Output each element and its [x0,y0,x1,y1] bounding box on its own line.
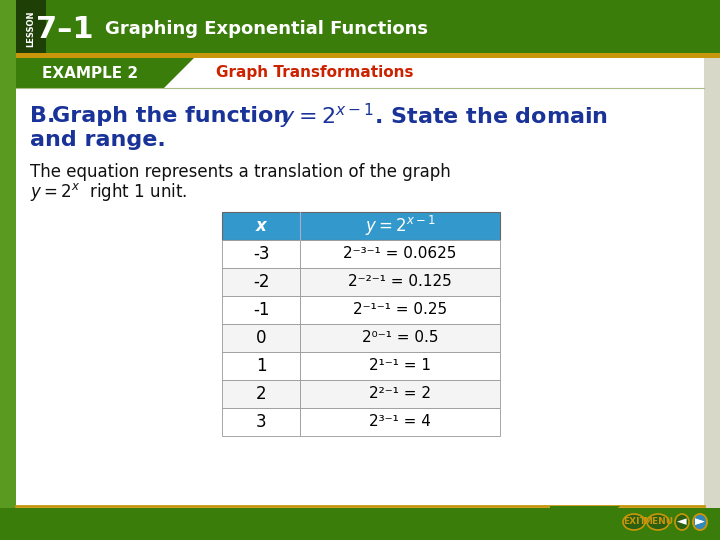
Ellipse shape [647,514,669,530]
FancyBboxPatch shape [16,0,46,58]
Ellipse shape [693,514,707,530]
Ellipse shape [693,514,707,530]
FancyBboxPatch shape [222,380,300,408]
Text: B.: B. [30,106,55,126]
FancyBboxPatch shape [0,0,16,540]
Text: 7–1: 7–1 [36,15,94,44]
Text: EXIT: EXIT [623,517,645,526]
Text: -2: -2 [253,273,269,291]
Text: MENU: MENU [643,517,673,526]
Text: $y = 2^{x-1}$: $y = 2^{x-1}$ [364,214,436,238]
Text: $y = 2^x$  right 1 unit.: $y = 2^x$ right 1 unit. [30,181,187,203]
Text: LESSON: LESSON [27,11,35,47]
FancyBboxPatch shape [300,240,500,268]
Text: EXAMPLE 2: EXAMPLE 2 [42,65,138,80]
Text: Graph Transformations: Graph Transformations [216,65,413,80]
Text: x: x [256,217,266,235]
FancyBboxPatch shape [300,408,500,436]
Text: and range.: and range. [30,130,166,150]
Text: The equation represents a translation of the graph: The equation represents a translation of… [30,163,451,181]
FancyBboxPatch shape [222,268,300,296]
Text: 1: 1 [256,357,266,375]
Text: 3: 3 [256,413,266,431]
Text: 2³⁻¹ = 4: 2³⁻¹ = 4 [369,415,431,429]
Text: ◄: ◄ [678,516,687,529]
FancyBboxPatch shape [0,508,720,540]
FancyBboxPatch shape [300,352,500,380]
Ellipse shape [623,514,645,530]
FancyBboxPatch shape [300,268,500,296]
Text: 2²⁻¹ = 2: 2²⁻¹ = 2 [369,387,431,402]
Text: ►: ► [696,516,705,529]
FancyBboxPatch shape [222,212,500,240]
Ellipse shape [675,514,689,530]
FancyBboxPatch shape [300,380,500,408]
Text: 2⁻³⁻¹ = 0.0625: 2⁻³⁻¹ = 0.0625 [343,246,456,261]
Text: $y = 2^{x-1}$. State the domain: $y = 2^{x-1}$. State the domain [280,102,608,131]
FancyBboxPatch shape [300,296,500,324]
FancyBboxPatch shape [16,58,164,88]
FancyBboxPatch shape [16,58,704,508]
FancyBboxPatch shape [16,0,720,58]
Text: 2: 2 [256,385,266,403]
Text: 2¹⁻¹ = 1: 2¹⁻¹ = 1 [369,359,431,374]
FancyBboxPatch shape [222,240,300,268]
Text: -3: -3 [253,245,269,263]
FancyBboxPatch shape [222,352,300,380]
Text: 0: 0 [256,329,266,347]
Text: -1: -1 [253,301,269,319]
FancyBboxPatch shape [16,53,720,58]
FancyBboxPatch shape [222,408,300,436]
Polygon shape [164,58,194,88]
Text: ►: ► [696,516,705,529]
FancyBboxPatch shape [222,324,300,352]
Text: 2⁰⁻¹ = 0.5: 2⁰⁻¹ = 0.5 [361,330,438,346]
Text: Graph the function: Graph the function [52,106,289,126]
Text: 2⁻²⁻¹ = 0.125: 2⁻²⁻¹ = 0.125 [348,274,452,289]
Polygon shape [550,506,620,540]
FancyBboxPatch shape [300,324,500,352]
FancyBboxPatch shape [222,296,300,324]
Text: 2⁻¹⁻¹ = 0.25: 2⁻¹⁻¹ = 0.25 [353,302,447,318]
Text: Graphing Exponential Functions: Graphing Exponential Functions [105,20,428,38]
